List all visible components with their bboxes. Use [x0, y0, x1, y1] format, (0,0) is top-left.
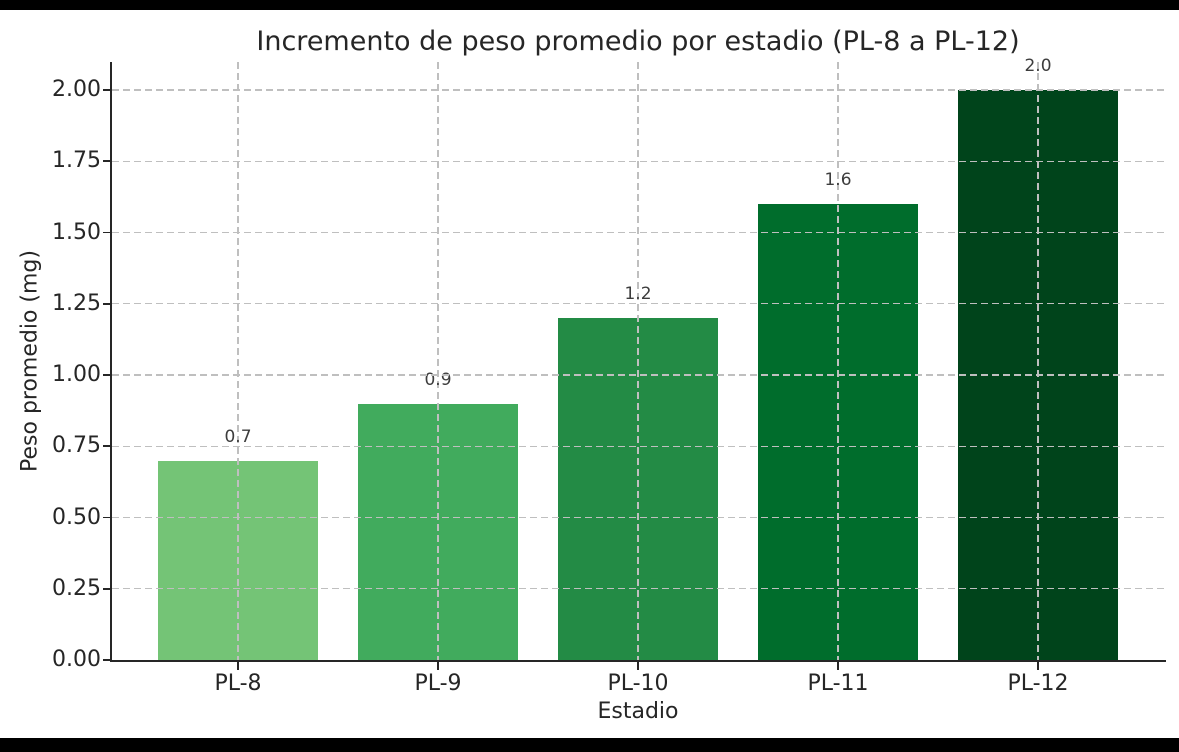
x-gridline [437, 62, 439, 660]
x-axis-spine [110, 660, 1166, 662]
y-tick-label: 0.75 [52, 433, 101, 459]
y-tick-label: 1.50 [52, 219, 101, 245]
x-tick-mark [637, 662, 639, 670]
x-tick-mark [1037, 662, 1039, 670]
x-tick-mark [837, 662, 839, 670]
y-tick-mark [103, 89, 112, 91]
bar-value-label: 1.6 [824, 170, 852, 190]
x-gridline [637, 62, 639, 660]
y-tick-label: 2.00 [52, 77, 101, 102]
y-tick-mark [103, 445, 112, 448]
x-tick-label: PL-9 [414, 671, 462, 696]
x-gridline [837, 62, 839, 660]
plot-area: 0.7 0.9 1.2 1.6 2.0 [112, 56, 1164, 660]
y-tick-label: 0.50 [52, 504, 101, 530]
x-tick-label: PL-10 [607, 671, 669, 696]
y-tick-label: 1.25 [52, 290, 101, 316]
bar-value-label: 1.2 [624, 284, 652, 304]
y-gridline [112, 303, 1164, 305]
y-tick-mark [103, 374, 112, 376]
x-tick-mark [437, 662, 439, 670]
y-tick-label: 1.00 [52, 362, 101, 387]
y-tick-label: 0.25 [52, 575, 101, 601]
y-gridline [112, 516, 1164, 519]
x-tick-label: PL-11 [807, 671, 869, 696]
x-tick-mark [237, 662, 239, 670]
chart-figure: Incremento de peso promedio por estadio … [0, 10, 1179, 738]
y-tick-mark [103, 231, 112, 234]
y-gridline [112, 231, 1164, 234]
y-axis-spine [110, 62, 112, 662]
y-tick-mark [103, 160, 112, 163]
y-tick-label: 1.75 [52, 148, 101, 174]
y-tick-mark [103, 587, 112, 590]
x-axis-label: Estadio [597, 699, 679, 724]
y-tick-mark [103, 516, 112, 519]
x-tick-label: PL-8 [214, 671, 262, 696]
y-tick-mark [103, 302, 112, 305]
bar-value-label: 0.9 [424, 369, 452, 390]
y-gridline [112, 445, 1164, 447]
y-gridline [112, 374, 1164, 376]
y-tick-label: 0.00 [52, 647, 101, 672]
x-gridline [1037, 62, 1039, 660]
y-gridline [112, 588, 1164, 590]
y-tick-mark [103, 659, 112, 661]
bar-value-label: 2.0 [1024, 56, 1052, 76]
y-gridline [112, 160, 1164, 162]
chart-title: Incremento de peso promedio por estadio … [256, 26, 1020, 57]
x-tick-label: PL-12 [1007, 671, 1069, 696]
y-gridline [112, 89, 1164, 91]
x-gridline [237, 62, 239, 660]
bar-value-label: 0.7 [224, 426, 252, 447]
